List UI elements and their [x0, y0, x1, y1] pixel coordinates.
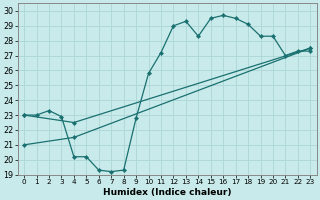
X-axis label: Humidex (Indice chaleur): Humidex (Indice chaleur)	[103, 188, 231, 197]
